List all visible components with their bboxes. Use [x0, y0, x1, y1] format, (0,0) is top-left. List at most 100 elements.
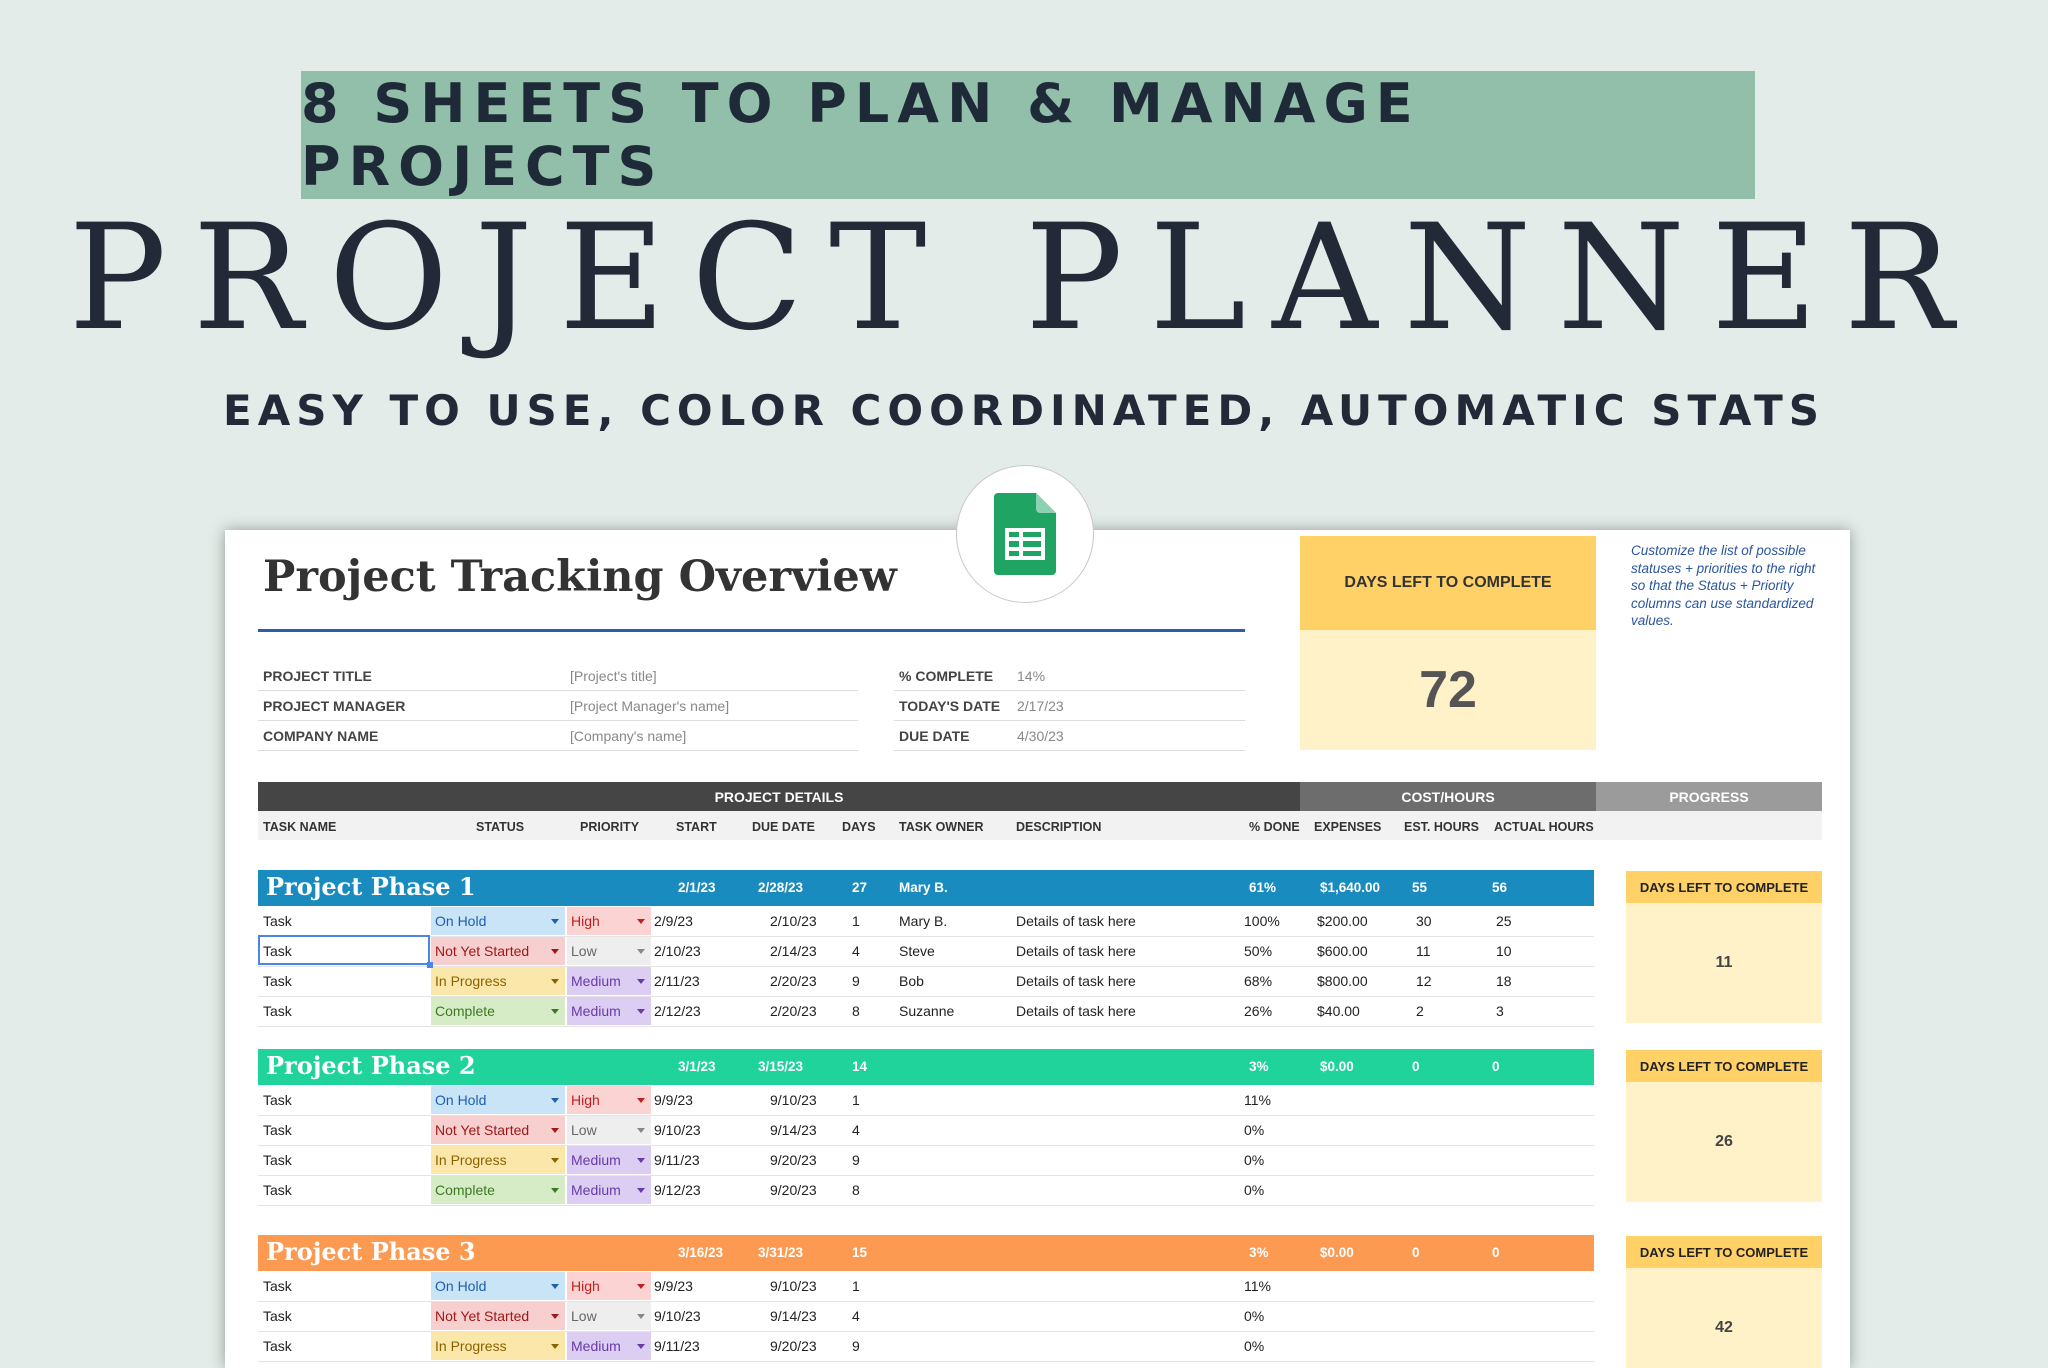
description-cell[interactable]: Details of task here: [1016, 973, 1136, 989]
percent-done-cell[interactable]: 0%: [1244, 1338, 1265, 1354]
due-date-cell[interactable]: 9/10/23: [770, 1092, 817, 1108]
task-owner-cell[interactable]: Steve: [899, 943, 935, 959]
actual-hours-cell[interactable]: 3: [1496, 1003, 1504, 1019]
days-cell[interactable]: 4: [852, 1122, 860, 1138]
due-date-cell[interactable]: 2/20/23: [770, 1003, 817, 1019]
priority-dropdown[interactable]: Medium: [567, 997, 651, 1025]
actual-hours-cell[interactable]: 18: [1496, 973, 1512, 989]
days-cell[interactable]: 9: [852, 1338, 860, 1354]
days-cell[interactable]: 8: [852, 1182, 860, 1198]
task-name-cell[interactable]: Task: [263, 1122, 292, 1138]
task-name-cell[interactable]: Task: [263, 1003, 292, 1019]
task-name-cell[interactable]: Task: [263, 1338, 292, 1354]
days-cell[interactable]: 4: [852, 1308, 860, 1324]
priority-dropdown[interactable]: High: [567, 907, 651, 935]
status-dropdown[interactable]: On Hold: [431, 907, 565, 935]
priority-dropdown[interactable]: Low: [567, 1116, 651, 1144]
percent-done-cell[interactable]: 0%: [1244, 1308, 1265, 1324]
est-hours-cell[interactable]: 30: [1416, 913, 1432, 929]
status-dropdown[interactable]: Not Yet Started: [431, 937, 565, 965]
start-date-cell[interactable]: 2/10/23: [654, 943, 701, 959]
priority-dropdown[interactable]: Low: [567, 937, 651, 965]
start-date-cell[interactable]: 9/9/23: [654, 1092, 693, 1108]
task-owner-cell[interactable]: Suzanne: [899, 1003, 955, 1019]
priority-dropdown[interactable]: High: [567, 1086, 651, 1114]
est-hours-cell[interactable]: 11: [1416, 943, 1431, 959]
percent-done-cell[interactable]: 0%: [1244, 1182, 1265, 1198]
actual-hours-cell[interactable]: 25: [1496, 913, 1512, 929]
task-name-cell[interactable]: Task: [263, 973, 292, 989]
priority-dropdown[interactable]: Medium: [567, 967, 651, 995]
status-dropdown[interactable]: On Hold: [431, 1272, 565, 1300]
info-value-due-date[interactable]: 4/30/23: [1017, 728, 1064, 744]
days-cell[interactable]: 1: [852, 1278, 860, 1294]
start-date-cell[interactable]: 9/10/23: [654, 1308, 701, 1324]
task-name-cell[interactable]: Task: [263, 1092, 292, 1108]
task-owner-cell[interactable]: Mary B.: [899, 913, 948, 929]
percent-done-cell[interactable]: 68%: [1244, 973, 1273, 989]
actual-hours-cell[interactable]: 10: [1496, 943, 1512, 959]
start-date-cell[interactable]: 9/11/23: [654, 1152, 700, 1168]
status-dropdown[interactable]: In Progress: [431, 967, 565, 995]
task-name-cell[interactable]: Task: [263, 1182, 292, 1198]
selection-handle[interactable]: [427, 962, 433, 968]
start-date-cell[interactable]: 2/11/23: [654, 973, 700, 989]
description-cell[interactable]: Details of task here: [1016, 913, 1136, 929]
percent-done-cell[interactable]: 100%: [1244, 913, 1280, 929]
percent-done-cell[interactable]: 0%: [1244, 1152, 1265, 1168]
days-cell[interactable]: 1: [852, 913, 860, 929]
task-name-cell[interactable]: Task: [263, 1278, 292, 1294]
priority-dropdown[interactable]: Low: [567, 1302, 651, 1330]
status-dropdown[interactable]: In Progress: [431, 1332, 565, 1360]
status-dropdown[interactable]: Not Yet Started: [431, 1116, 565, 1144]
percent-done-cell[interactable]: 26%: [1244, 1003, 1273, 1019]
status-dropdown[interactable]: On Hold: [431, 1086, 565, 1114]
expenses-cell[interactable]: $600.00: [1317, 943, 1368, 959]
status-dropdown[interactable]: Complete: [431, 1176, 565, 1204]
expenses-cell[interactable]: $200.00: [1317, 913, 1368, 929]
phase-name[interactable]: Project Phase 3: [266, 1237, 476, 1266]
due-date-cell[interactable]: 9/10/23: [770, 1278, 817, 1294]
priority-dropdown[interactable]: Medium: [567, 1146, 651, 1174]
priority-dropdown[interactable]: High: [567, 1272, 651, 1300]
priority-dropdown[interactable]: Medium: [567, 1176, 651, 1204]
start-date-cell[interactable]: 2/9/23: [654, 913, 693, 929]
days-cell[interactable]: 9: [852, 973, 860, 989]
task-name-cell[interactable]: Task: [263, 1152, 292, 1168]
start-date-cell[interactable]: 9/11/23: [654, 1338, 700, 1354]
percent-done-cell[interactable]: 0%: [1244, 1122, 1265, 1138]
due-date-cell[interactable]: 9/20/23: [770, 1338, 817, 1354]
info-value-project-title[interactable]: [Project's title]: [570, 668, 657, 684]
start-date-cell[interactable]: 2/12/23: [654, 1003, 701, 1019]
due-date-cell[interactable]: 9/14/23: [770, 1308, 817, 1324]
days-cell[interactable]: 1: [852, 1092, 860, 1108]
percent-done-cell[interactable]: 50%: [1244, 943, 1273, 959]
due-date-cell[interactable]: 2/20/23: [770, 973, 817, 989]
description-cell[interactable]: Details of task here: [1016, 943, 1136, 959]
description-cell[interactable]: Details of task here: [1016, 1003, 1136, 1019]
phase-name[interactable]: Project Phase 2: [266, 1051, 476, 1080]
status-dropdown[interactable]: Complete: [431, 997, 565, 1025]
due-date-cell[interactable]: 9/20/23: [770, 1152, 817, 1168]
percent-done-cell[interactable]: 11%: [1244, 1092, 1271, 1108]
due-date-cell[interactable]: 9/14/23: [770, 1122, 817, 1138]
due-date-cell[interactable]: 2/10/23: [770, 913, 817, 929]
expenses-cell[interactable]: $40.00: [1317, 1003, 1360, 1019]
est-hours-cell[interactable]: 12: [1416, 973, 1432, 989]
days-cell[interactable]: 8: [852, 1003, 860, 1019]
selected-cell[interactable]: [258, 935, 430, 965]
days-cell[interactable]: 4: [852, 943, 860, 959]
start-date-cell[interactable]: 9/9/23: [654, 1278, 693, 1294]
status-dropdown[interactable]: In Progress: [431, 1146, 565, 1174]
task-name-cell[interactable]: Task: [263, 913, 292, 929]
info-value-project-manager[interactable]: [Project Manager's name]: [570, 698, 730, 714]
task-name-cell[interactable]: Task: [263, 943, 292, 959]
est-hours-cell[interactable]: 2: [1416, 1003, 1424, 1019]
start-date-cell[interactable]: 9/12/23: [654, 1182, 701, 1198]
info-value-company-name[interactable]: [Company's name]: [570, 728, 687, 744]
expenses-cell[interactable]: $800.00: [1317, 973, 1368, 989]
status-dropdown[interactable]: Not Yet Started: [431, 1302, 565, 1330]
percent-done-cell[interactable]: 11%: [1244, 1278, 1271, 1294]
task-name-cell[interactable]: Task: [263, 1308, 292, 1324]
start-date-cell[interactable]: 9/10/23: [654, 1122, 701, 1138]
